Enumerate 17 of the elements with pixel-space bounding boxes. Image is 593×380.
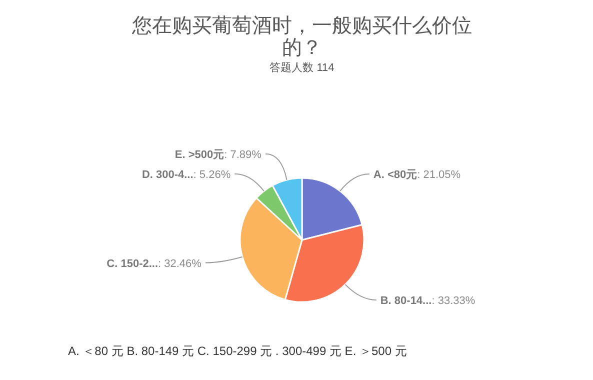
chart-subtitle: 答题人数 114 (270, 62, 334, 74)
pie-slice (272, 177, 303, 241)
data-label: : 32.46% (158, 258, 202, 270)
data-label: : 7.89% (224, 148, 262, 161)
slice-label: A. <80元 (373, 168, 418, 181)
slice-label: E. >500元 (174, 148, 224, 161)
chart-title: 您在购买葡萄酒时，一般购买什么价位的？ (131, 15, 472, 59)
pie-slice (239, 197, 303, 300)
data-label: : 21.05% (417, 168, 461, 181)
pie-slice (284, 224, 365, 303)
data-label: : 33.33% (432, 294, 476, 307)
slice-label: D. 300-4... (142, 168, 194, 181)
pie-slice (301, 177, 363, 241)
text: A. ＜80 元 B. 80-149 元 C. 150-299 元 . 300-499 元 E. ＞500 元 (68, 344, 407, 358)
slice-label: B. 80-14... (380, 294, 432, 307)
data-label: : 5.26% (193, 168, 231, 181)
slice-label: C. 150-2... (106, 258, 158, 270)
